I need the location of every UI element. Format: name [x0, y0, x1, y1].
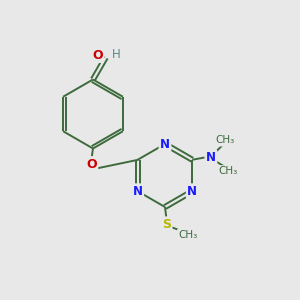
Text: CH₃: CH₃ — [215, 135, 235, 145]
Text: N: N — [187, 185, 197, 198]
Text: S: S — [162, 218, 171, 231]
Text: O: O — [86, 158, 97, 171]
Text: H: H — [112, 48, 121, 61]
Text: N: N — [133, 185, 143, 198]
Text: CH₃: CH₃ — [218, 167, 237, 176]
Text: O: O — [92, 49, 103, 62]
Text: N: N — [160, 137, 170, 151]
Text: N: N — [206, 151, 216, 164]
Text: CH₃: CH₃ — [178, 230, 198, 240]
